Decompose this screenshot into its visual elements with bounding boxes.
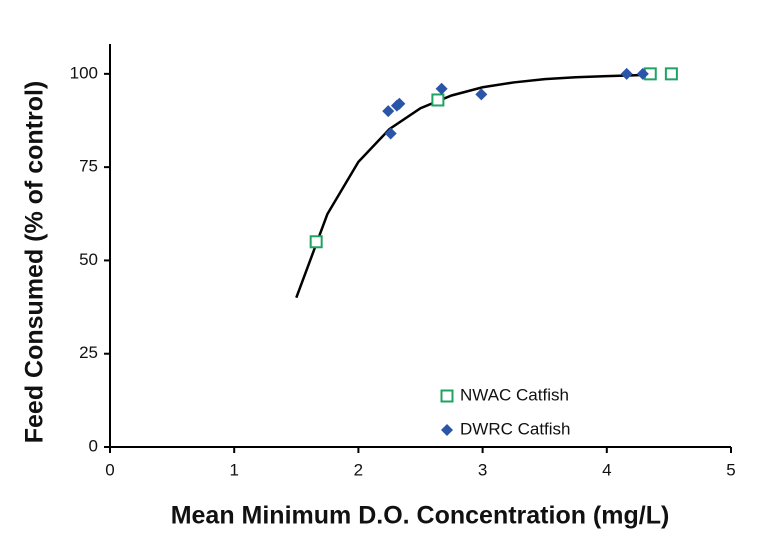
y-tick-label: 50 (79, 250, 98, 269)
data-point (620, 67, 633, 80)
data-point (435, 82, 448, 95)
x-tick-label: 2 (354, 460, 363, 479)
x-tick-label: 5 (726, 460, 735, 479)
x-tick-label: 1 (229, 460, 238, 479)
data-point (636, 67, 649, 80)
data-point (309, 235, 323, 249)
legend-marker (440, 389, 454, 403)
legend-label: NWAC Catfish (460, 385, 569, 404)
x-axis-title: Mean Minimum D.O. Concentration (mg/L) (171, 502, 670, 530)
fit-curve (295, 73, 645, 299)
legend-marker (441, 424, 453, 436)
data-point (475, 88, 488, 101)
x-tick-label: 3 (478, 460, 487, 479)
y-tick-label: 0 (89, 436, 98, 455)
data-point (382, 105, 395, 118)
x-tick-label: 4 (602, 460, 611, 479)
x-tick-label: 0 (105, 460, 114, 479)
data-point (664, 67, 678, 81)
y-tick-label: 25 (79, 343, 98, 362)
data-point (384, 127, 397, 140)
data-point (431, 93, 445, 107)
y-tick-label: 75 (79, 157, 98, 176)
data-point (393, 97, 406, 110)
y-axis-title: Feed Consumed (% of control) (21, 81, 49, 444)
y-tick-label: 100 (70, 63, 98, 82)
legend-label: DWRC Catfish (460, 419, 571, 438)
